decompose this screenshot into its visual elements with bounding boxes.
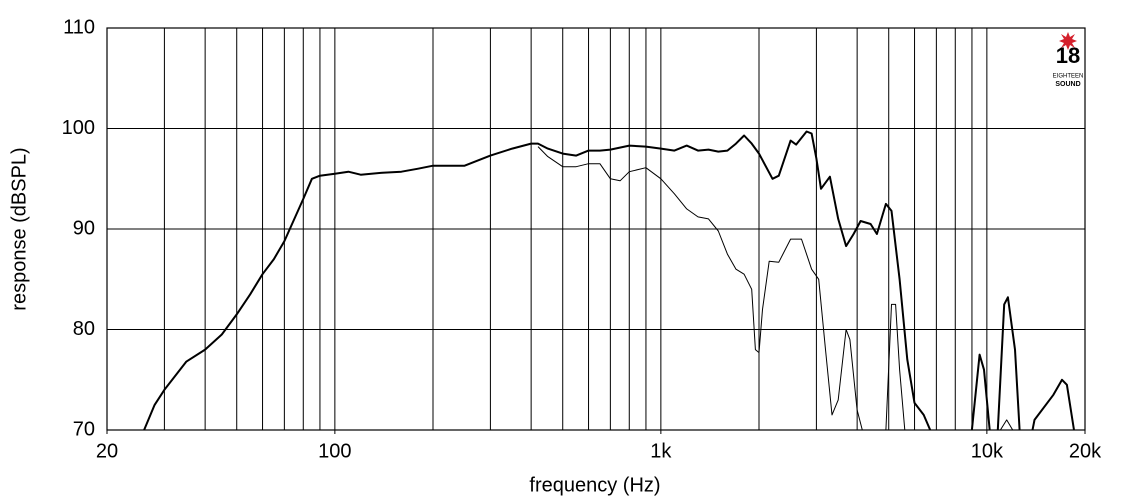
logo-number: 18 — [1056, 43, 1080, 68]
plot-lines — [143, 130, 1075, 430]
x-tick-label: 1k — [650, 440, 672, 462]
y-tick-label: 90 — [73, 217, 95, 239]
y-tick-label: 70 — [73, 418, 95, 440]
logo-text: EIGHTEEN — [1053, 74, 1084, 80]
response-line — [537, 146, 1014, 430]
y-tick-label: 100 — [62, 117, 95, 139]
logo-star — [1059, 32, 1077, 50]
y-axis-label: response (dBSPL) — [8, 147, 30, 310]
x-tick-label: 20k — [1069, 440, 1102, 462]
logo: 18 EIGHTEEN SOUND — [1053, 32, 1084, 88]
x-tick-label: 10k — [971, 440, 1004, 462]
y-tick-label: 80 — [73, 318, 95, 340]
y-tick-label: 110 — [63, 16, 95, 38]
logo-text: SOUND — [1055, 81, 1080, 88]
x-tick-label: 20 — [96, 440, 118, 462]
x-axis-label: frequency (Hz) — [529, 474, 660, 496]
response-line — [143, 130, 1075, 430]
x-tick-label: 100 — [318, 440, 351, 462]
